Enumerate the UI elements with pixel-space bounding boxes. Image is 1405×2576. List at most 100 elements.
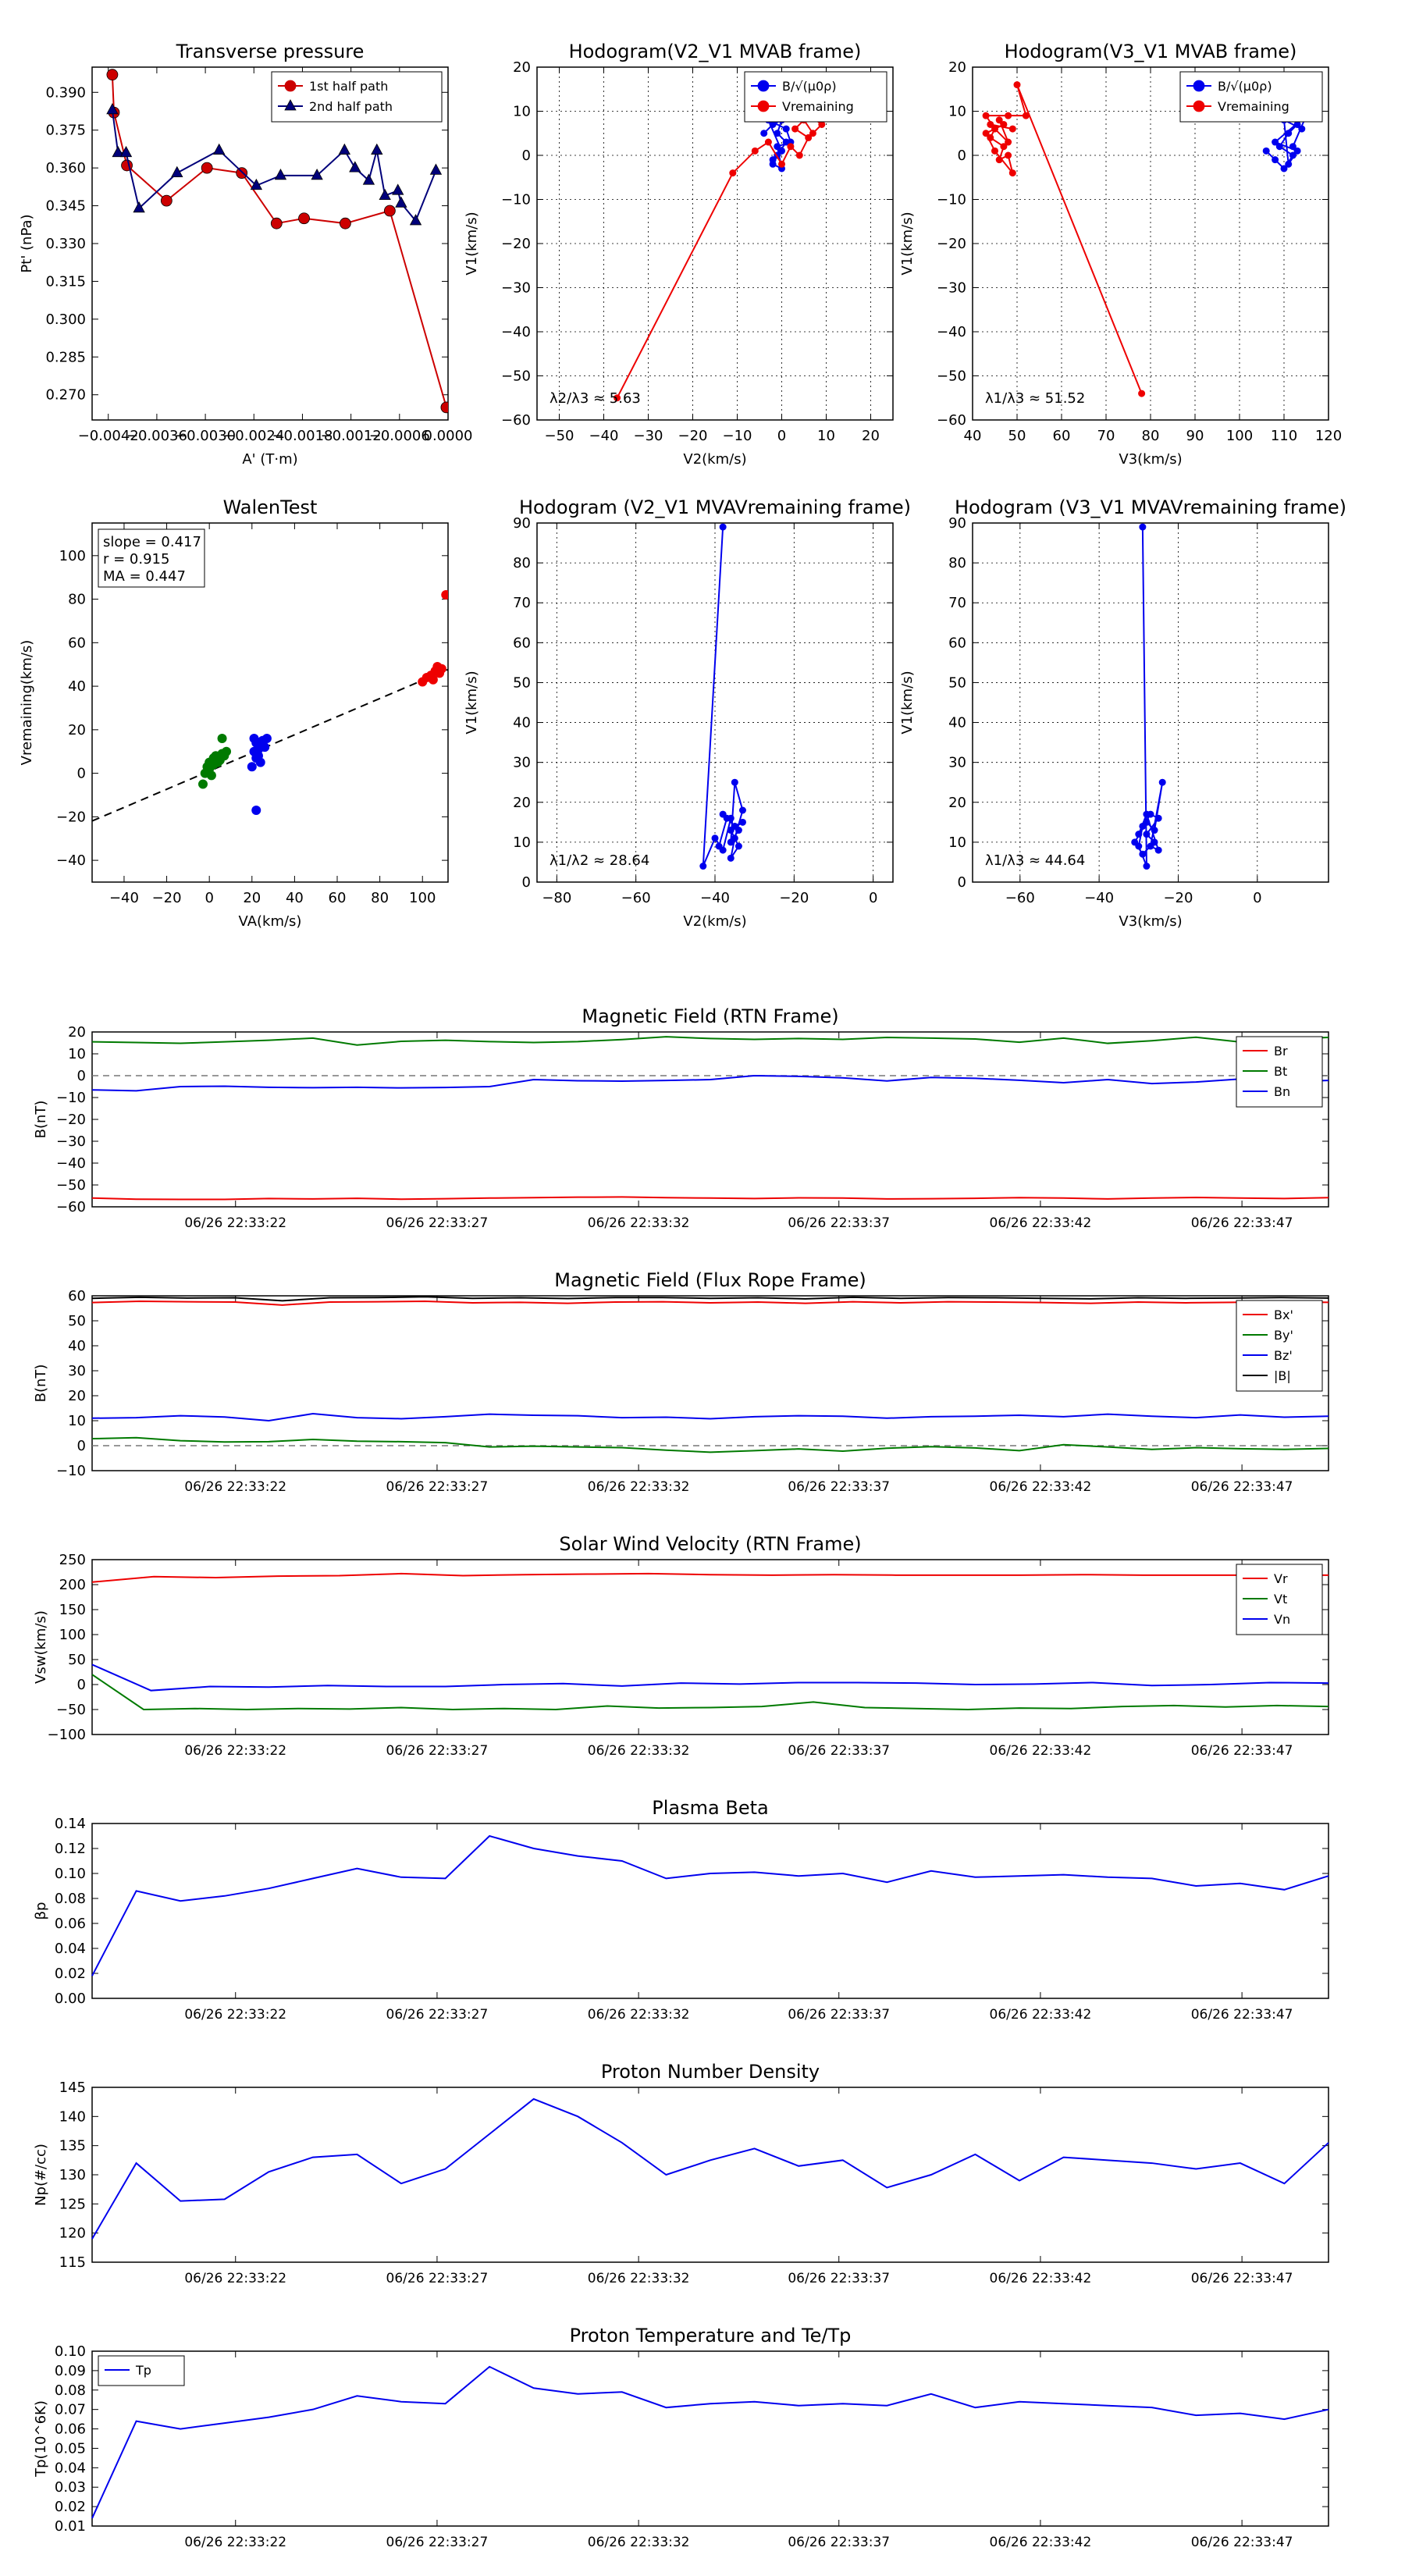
- stats-box: [98, 528, 205, 588]
- y-tick-label: 20: [513, 59, 531, 76]
- data-point: [774, 143, 781, 151]
- y-tick-label: 0.12: [55, 1841, 86, 1857]
- data-point: [270, 217, 283, 229]
- x-tick-label: 06/26 22:33:27: [386, 1479, 489, 1495]
- legend-label: Bt: [1274, 1064, 1287, 1079]
- x-tick-label: −0.0042: [78, 428, 139, 444]
- legend-label: By': [1274, 1328, 1293, 1343]
- x-tick-label: −30: [634, 428, 663, 444]
- y-tick-label: 145: [59, 2080, 86, 2096]
- x-tick-label: 06/26 22:33:47: [1191, 1479, 1293, 1495]
- data-point: [436, 664, 446, 674]
- data-point: [787, 143, 795, 151]
- x-tick-label: 0.0000: [424, 428, 473, 444]
- x-tick-label: 0: [869, 890, 877, 906]
- y-tick-label: 0.09: [55, 2363, 86, 2379]
- series-line-Np: [91, 2097, 1329, 2240]
- y-tick-label: 80: [948, 555, 966, 571]
- y-tick-label: 0: [958, 874, 966, 891]
- data-point: [371, 143, 383, 155]
- data-point: [251, 806, 261, 815]
- y-tick-label: 0.05: [55, 2440, 86, 2457]
- series-line-1st half path: [111, 74, 447, 408]
- plot-area: [614, 98, 834, 402]
- series-line-Tp: [91, 2365, 1329, 2519]
- data-point: [1000, 143, 1008, 151]
- x-tick-label: 50: [1008, 428, 1026, 444]
- y-tick-label: 200: [59, 1577, 86, 1593]
- x-tick-label: −0.0006: [369, 428, 430, 444]
- legend-marker: [757, 100, 770, 112]
- x-tick-label: 110: [1271, 428, 1297, 444]
- x-tick-label: 40: [286, 890, 304, 906]
- stats-line: slope = 0.417: [103, 534, 201, 550]
- y-tick-label: 120: [59, 2226, 86, 2242]
- data-point: [339, 217, 351, 229]
- data-point: [1005, 138, 1012, 146]
- legend-label: Vr: [1274, 1571, 1288, 1586]
- data-point: [699, 863, 707, 870]
- x-tick-label: 06/26 22:33:22: [184, 2007, 286, 2023]
- data-point: [738, 818, 746, 826]
- x-axis-label: A' (T·m): [242, 451, 297, 468]
- x-tick-label: 06/26 22:33:47: [1191, 1743, 1293, 1759]
- axes-frame: [91, 522, 449, 883]
- chart-hodogram-v3v1-mvab: −60 −50 −40 −30 −20 −10 0 10 20 40 50 60 70 80 90 100 11…: [899, 41, 1342, 468]
- data-point: [1272, 138, 1279, 146]
- legend-label: Vn: [1274, 1612, 1290, 1627]
- data-point: [805, 133, 813, 141]
- data-point: [995, 156, 1003, 164]
- data-point: [774, 130, 781, 137]
- data-point: [379, 188, 391, 201]
- chart-hodogram-v3v1-mvav: 0 10 20 30 40 50 60 70 80 90 −60 −40 −20 0 Hodogram (V…: [899, 496, 1346, 930]
- x-tick-label: 06/26 22:33:37: [788, 1743, 890, 1759]
- data-point: [133, 201, 145, 213]
- data-point: [197, 779, 208, 789]
- x-tick-label: −40: [1084, 890, 1114, 906]
- data-point: [1135, 831, 1143, 838]
- y-tick-label: 0.285: [45, 349, 86, 365]
- y-tick-label: 0.06: [55, 2421, 86, 2438]
- x-tick-label: −0.0024: [223, 428, 284, 444]
- data-point: [735, 827, 742, 834]
- x-tick-label: 0: [1253, 890, 1261, 906]
- x-tick-label: −40: [109, 890, 139, 906]
- data-point: [1005, 112, 1012, 119]
- legend-marker: [284, 99, 297, 111]
- chart-hodogram-v2v1-mvab: −60 −50 −40 −30 −20 −10 0 10 20 −50 −40 −30 −20 −10 0 1…: [464, 41, 894, 468]
- chart-transverse-pressure: 0.270 0.285 0.300 0.315 0.330 0.345 0.360 0.375…: [19, 41, 472, 468]
- x-tick-label: 20: [862, 428, 880, 444]
- chart-solar-wind-velocity: −100 −50 0 50 100 150 200 250 Solar Wind Velocit…: [33, 1533, 1329, 1759]
- legend-label: 2nd half path: [309, 99, 393, 114]
- y-tick-label: 20: [68, 722, 86, 738]
- y-tick-label: −10: [937, 192, 966, 208]
- x-tick-label: 80: [1142, 428, 1160, 444]
- y-tick-label: −50: [937, 368, 966, 385]
- ratio-annotation: λ1/λ3 ≈ 44.64: [985, 852, 1085, 869]
- x-tick-label: 06/26 22:33:42: [990, 2007, 1092, 2023]
- data-point: [1139, 850, 1147, 858]
- data-point: [222, 746, 232, 756]
- series-line-Bn: [91, 1074, 1329, 1092]
- legend-marker: [1193, 100, 1205, 112]
- y-axis-label: B(nT): [33, 1364, 49, 1403]
- y-tick-label: 40: [68, 678, 86, 695]
- y-axis-label: Vremaining(km/s): [19, 640, 35, 766]
- y-tick-label: −60: [937, 412, 966, 429]
- y-tick-label: 70: [513, 595, 531, 611]
- data-point: [119, 145, 133, 158]
- y-axis-label: Np(#/cc): [33, 2144, 49, 2206]
- x-tick-label: 06/26 22:33:47: [1191, 2007, 1293, 2023]
- y-tick-label: 0.08: [55, 1891, 86, 1907]
- x-tick-label: −10: [723, 428, 752, 444]
- y-tick-label: 30: [948, 755, 966, 771]
- chart-title: Magnetic Field (Flux Rope Frame): [554, 1269, 866, 1291]
- series-line-Bt: [91, 1036, 1329, 1046]
- y-tick-label: −60: [501, 412, 531, 429]
- chart-hodogram-v2v1-mvav: 0 10 20 30 40 50 60 70 80 90 −80 −60 −40 −20 0 Hodogram…: [464, 496, 911, 930]
- x-tick-label: 06/26 22:33:42: [990, 2271, 1092, 2286]
- axes-frame: [91, 2350, 1329, 2527]
- x-tick-label: 100: [409, 890, 436, 906]
- chart-title: Magnetic Field (RTN Frame): [582, 1005, 838, 1027]
- data-point: [1285, 130, 1293, 137]
